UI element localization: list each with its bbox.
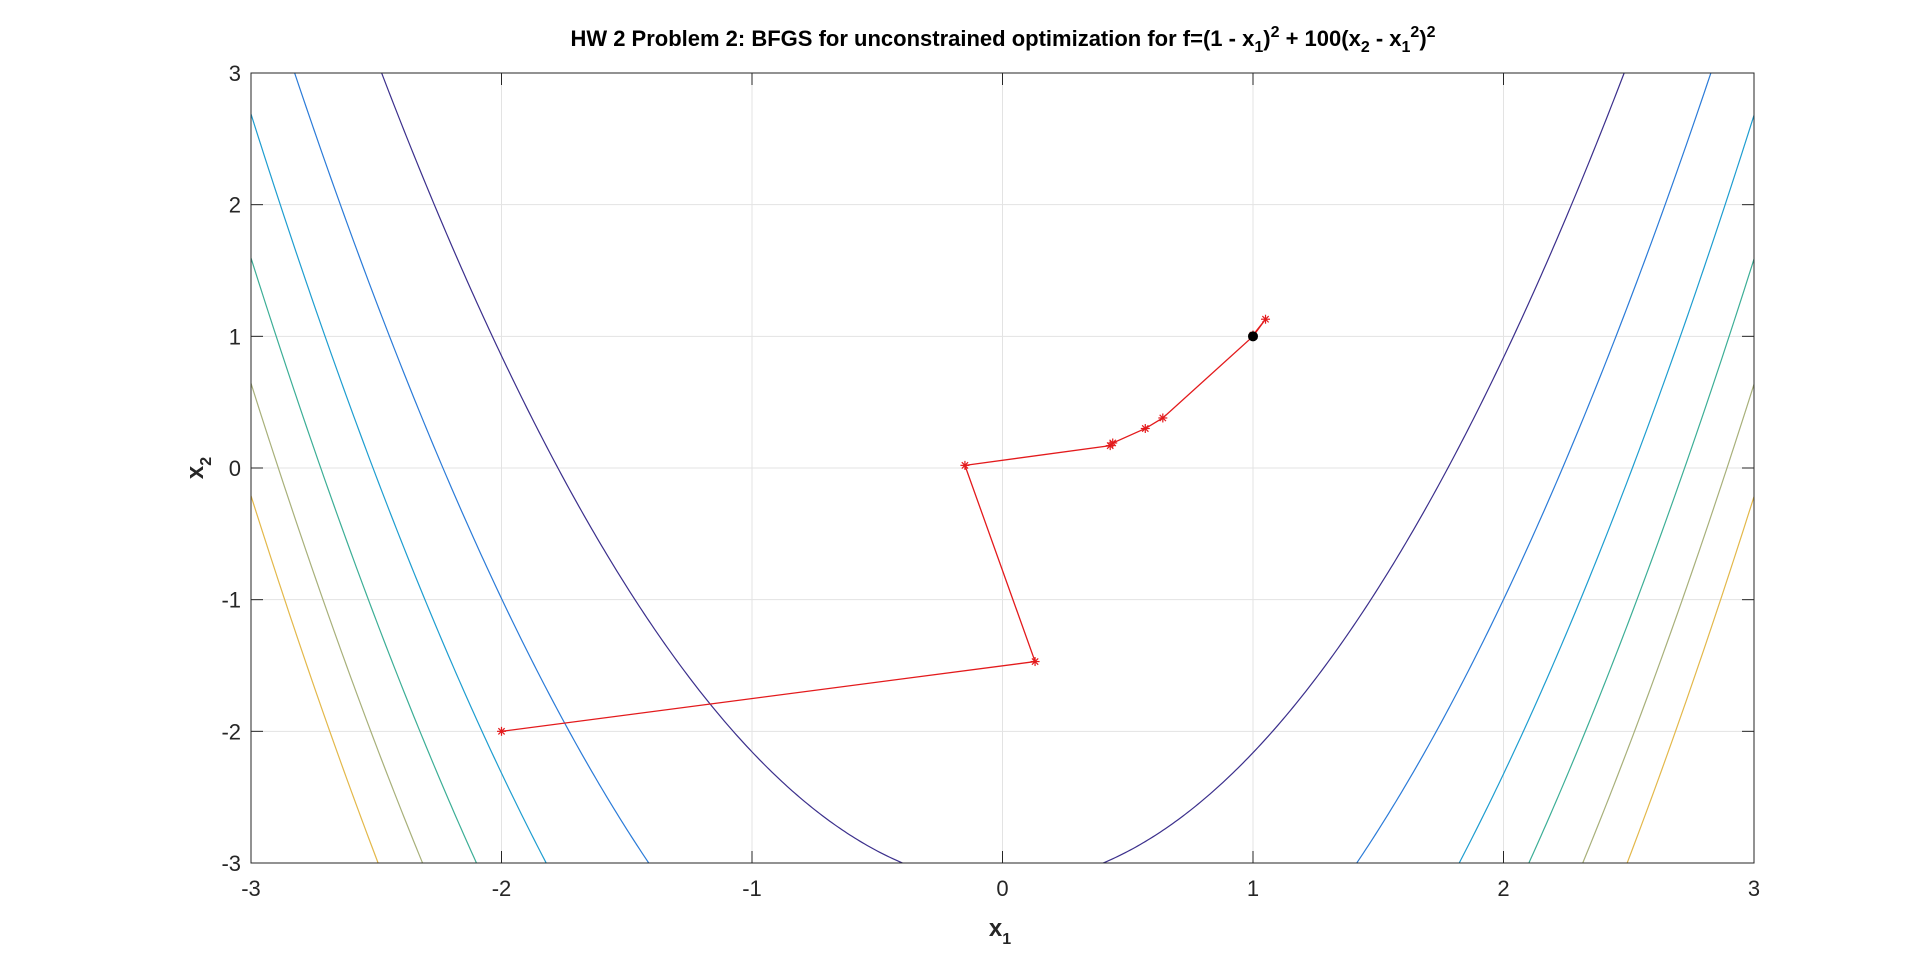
iterate-point-2 — [960, 460, 970, 470]
x-axis-label-base: x — [989, 915, 1003, 942]
iterate-point-1 — [1030, 657, 1040, 667]
y-tick-label-0: -3 — [221, 851, 241, 876]
bfgs-iterate-path — [497, 314, 1271, 736]
series-line-0 — [501, 318, 1267, 732]
x-tick-label-0: -3 — [241, 876, 261, 901]
iterate-point-4 — [1108, 438, 1118, 448]
y-tick-label-3: 0 — [229, 456, 241, 481]
axis-ticks: -3 -2 -1 0 1 2 3 -3 -2 -1 0 1 2 3 — [221, 61, 1760, 901]
optimum-point — [1248, 331, 1258, 342]
title-mid: + 100(x — [1279, 26, 1361, 51]
chart-title: HW 2 Problem 2: BFGS for unconstrained o… — [570, 24, 1435, 56]
y-tick-label-1: -2 — [221, 719, 241, 744]
iterate-point-5 — [1140, 424, 1150, 433]
title-sup-3: 2 — [1410, 24, 1419, 41]
x-axis-label-sub: 1 — [1002, 931, 1011, 948]
x-tick-label-5: 2 — [1497, 876, 1509, 901]
y-tick-label-5: 2 — [229, 193, 241, 218]
y-axis-label-sub: 2 — [198, 457, 215, 466]
x-tick-label-4: 1 — [1247, 876, 1259, 901]
contour-level-5-lower — [251, 495, 1754, 863]
x-axis-label: x1 — [989, 915, 1011, 948]
contour-level-1-lower — [293, 73, 1712, 863]
title-sup-4: 2 — [1427, 24, 1436, 41]
contour-lines — [251, 73, 1754, 863]
title-part-2: - x — [1370, 26, 1403, 51]
contour-level-2-lower — [251, 113, 1754, 863]
contour-level-0-lower — [380, 73, 1625, 863]
title-sub-3: 1 — [1402, 39, 1411, 56]
iterate-point-8 — [1261, 314, 1271, 324]
x-tick-label-3: 0 — [996, 876, 1008, 901]
y-tick-label-4: 1 — [229, 324, 241, 349]
x-tick-label-6: 3 — [1748, 876, 1760, 901]
contour-level-4-lower — [251, 383, 1754, 863]
x-tick-label-1: -2 — [492, 876, 512, 901]
y-tick-label-2: -1 — [221, 588, 241, 613]
title-sub-2: 2 — [1361, 39, 1370, 56]
contour-level-3-lower — [251, 257, 1754, 863]
title-part-3: ) — [1419, 26, 1426, 51]
title-main: HW 2 Problem 2: BFGS for unconstrained o… — [570, 26, 1255, 51]
y-axis-label: x2 — [182, 457, 215, 479]
y-axis-label-base: x — [182, 465, 209, 479]
title-sub-1: 1 — [1254, 39, 1263, 56]
x-tick-label-2: -1 — [742, 876, 762, 901]
iterate-point-6 — [1158, 413, 1168, 423]
title-sup-1: 2 — [1271, 24, 1280, 41]
iterate-point-0 — [497, 726, 506, 736]
title-part-1: ) — [1263, 26, 1270, 51]
y-tick-label-6: 3 — [229, 61, 241, 86]
